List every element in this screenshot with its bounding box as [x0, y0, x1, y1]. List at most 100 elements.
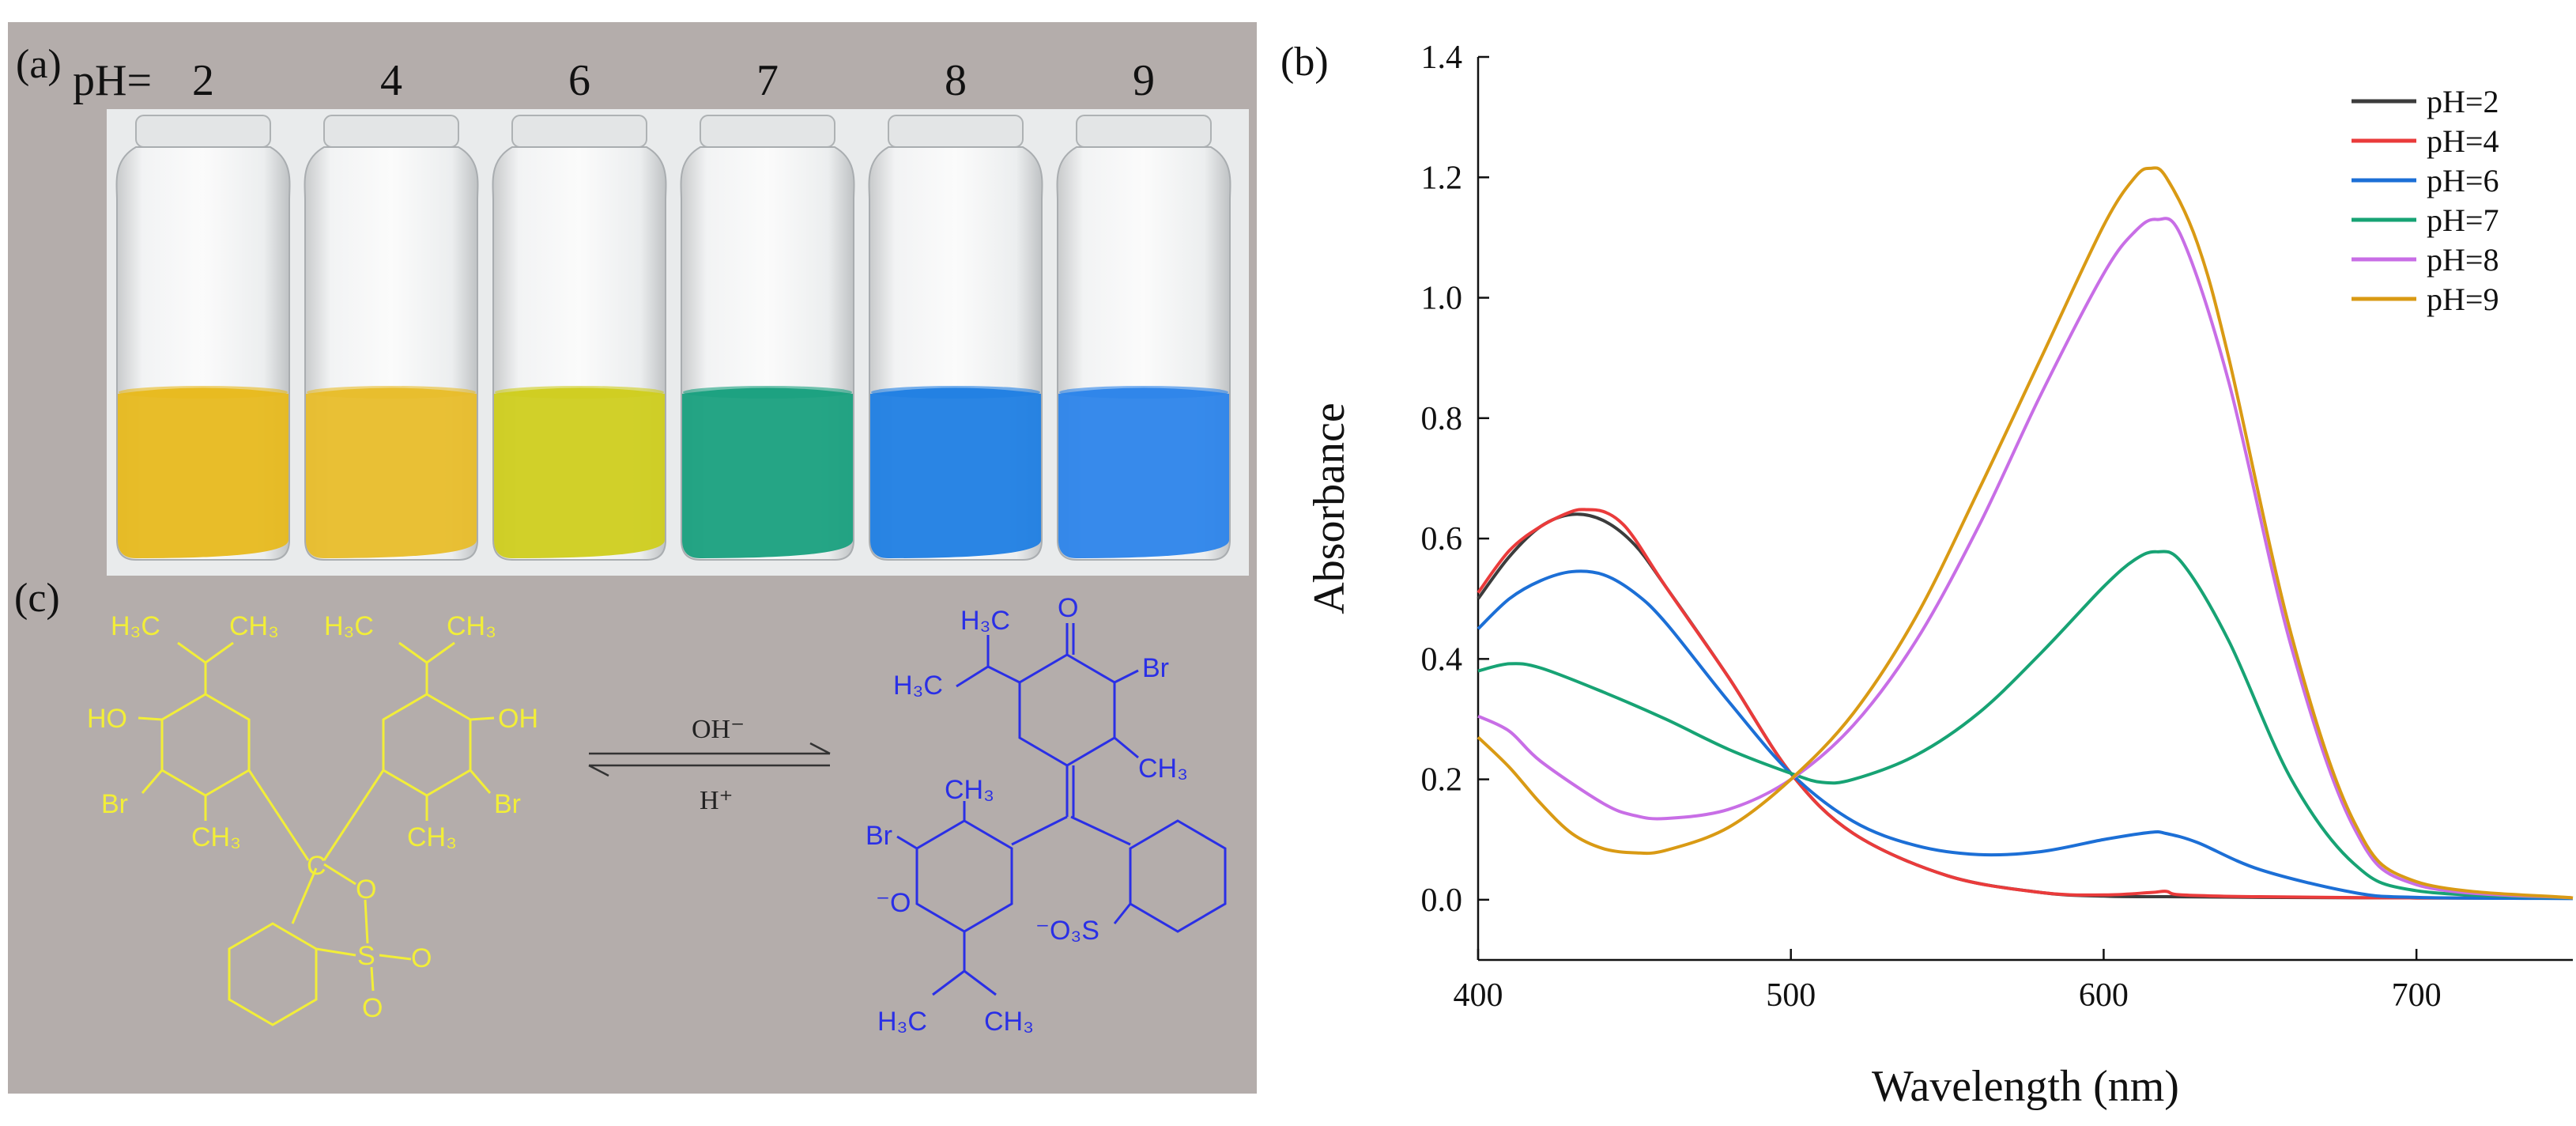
y-axis-label: Absorbance: [1305, 402, 1354, 614]
vial-solution: [306, 387, 477, 558]
base-ch3-bottom: CH₃: [984, 1007, 1034, 1037]
vial-meniscus: [119, 386, 288, 399]
y-tick-label: 0.4: [1421, 641, 1463, 678]
vial: [680, 115, 855, 561]
ph-value-label: 4: [380, 56, 402, 105]
series-line-ph-9: [1477, 166, 2574, 900]
x-tick-label: 700: [2392, 977, 2442, 1014]
legend-label: pH=8: [2427, 242, 2499, 278]
equilibrium-arrow: [588, 742, 831, 777]
series-line-ph-6: [1477, 569, 2574, 901]
ph-value-label: 8: [945, 56, 967, 105]
base-quinoid-ring: [1018, 653, 1116, 767]
acid-form-structure: [138, 641, 495, 1026]
arrow-bottom-label: H⁺: [700, 786, 734, 815]
ph-prefix-label: pH=: [73, 56, 152, 105]
acid-h3c-right: H₃C: [324, 611, 374, 641]
x-tick-label: 400: [1454, 977, 1503, 1014]
vial: [868, 115, 1043, 561]
acid-h3c-left: H₃C: [111, 611, 160, 641]
acid-form-labels: H₃C CH₃ H₃C CH₃ HO OH Br Br CH₃ CH₃ C O …: [87, 611, 538, 1023]
ph-value-label: 2: [192, 56, 214, 105]
ph-value-label: 6: [568, 56, 590, 105]
acid-ch3-right: CH₃: [447, 611, 496, 641]
base-sulfonate: ⁻O₃S: [1035, 916, 1099, 946]
vial-solution: [494, 387, 665, 558]
vial-neck: [323, 115, 459, 148]
vial-neck: [1076, 115, 1212, 148]
base-form-structure: [896, 623, 1227, 996]
vial: [304, 115, 479, 561]
left-figure: (a) pH= 2 4 6 7 8 9 (c): [14, 42, 1249, 1037]
vial-solution: [682, 387, 853, 558]
acid-sulfonyl-o1: O: [411, 943, 432, 973]
vial-neck: [700, 115, 835, 148]
arrow-top-label: OH⁻: [692, 715, 745, 744]
y-tick-label: 1.0: [1421, 281, 1463, 317]
y-tick-label: 0.6: [1421, 521, 1463, 557]
acid-br-right: Br: [494, 789, 521, 819]
base-ch3-mid: CH₃: [945, 775, 994, 805]
vial-solution: [1058, 387, 1229, 558]
vial-meniscus: [495, 386, 664, 399]
acid-ch3-left: CH₃: [229, 611, 279, 641]
acid-ring-oxygen: O: [356, 875, 376, 905]
base-phenoxide-o: ⁻O: [876, 888, 911, 918]
ph-value-label: 7: [756, 56, 779, 105]
y-tick-label: 1.2: [1421, 160, 1463, 196]
base-h3c-a: H₃C: [960, 606, 1010, 636]
vial-meniscus: [1059, 386, 1228, 399]
vial-neck: [135, 115, 271, 148]
base-phenoxide-ring: [915, 819, 1013, 933]
vial-solution: [870, 387, 1041, 558]
acid-ch3-ring-left: CH₃: [191, 822, 241, 852]
panel-c-label: (c): [14, 576, 60, 621]
series-line-ph-2: [1477, 512, 2574, 900]
y-tick-label: 0.2: [1421, 762, 1463, 799]
ph-value-label: 9: [1133, 56, 1155, 105]
y-tick-label: 0.0: [1421, 882, 1463, 919]
series-line-ph-7: [1477, 550, 2574, 900]
vial-neck: [511, 115, 647, 148]
base-br-top: Br: [1142, 653, 1169, 683]
base-benzene-ring: [1129, 819, 1227, 933]
absorbance-chart: (b) 0.0 0.2 0.4 0.6 0.8 1.0 1.2 1.4 400 500 600 700…: [1280, 40, 2574, 1111]
vial: [492, 115, 667, 561]
acid-ho-label: HO: [87, 704, 127, 734]
left-panel: (a) pH= 2 4 6 7 8 9 (c): [8, 22, 1257, 1094]
base-carbonyl-o: O: [1058, 593, 1078, 623]
acid-br-left: Br: [101, 789, 128, 819]
legend-label: pH=2: [2427, 84, 2499, 119]
legend-label: pH=6: [2427, 163, 2499, 198]
vial: [115, 115, 291, 561]
legend-label: pH=4: [2427, 123, 2499, 159]
vial-solution: [118, 387, 289, 558]
acid-central-carbon: C: [307, 851, 326, 881]
acid-sulfonyl-o2: O: [362, 993, 383, 1023]
acid-sulfur: S: [357, 941, 375, 971]
panel-a-label: (a): [16, 42, 62, 87]
acid-ch3-ring-right: CH₃: [407, 822, 457, 852]
vial-neck: [888, 115, 1024, 148]
y-tick-label: 1.4: [1421, 40, 1463, 76]
base-h3c-bottom: H₃C: [877, 1007, 927, 1037]
x-axis-label: Wavelength (nm): [1872, 1062, 2179, 1111]
series-line-ph-8: [1477, 217, 2574, 900]
legend-label: pH=9: [2427, 282, 2499, 317]
base-h3c-b: H₃C: [893, 671, 943, 701]
panel-b-label: (b): [1280, 40, 1329, 85]
vial-meniscus: [683, 386, 852, 399]
series-line-ph-4: [1477, 508, 2574, 900]
vial: [1056, 115, 1231, 561]
y-tick-label: 0.8: [1421, 401, 1463, 437]
x-tick-label: 600: [2079, 977, 2129, 1014]
acid-left-ring: [160, 693, 251, 797]
right-panel: (b) 0.0 0.2 0.4 0.6 0.8 1.0 1.2 1.4 400 500 600 700…: [1265, 0, 2576, 1122]
base-form-labels: O Br H₃C H₃C CH₃ CH₃ Br ⁻O ⁻O₃S H₃C CH₃: [866, 593, 1188, 1037]
base-br-mid: Br: [866, 821, 892, 851]
base-ch3-top: CH₃: [1138, 754, 1188, 784]
x-tick-label: 500: [1766, 977, 1816, 1014]
acid-oh-label: OH: [498, 704, 538, 734]
vial-meniscus: [307, 386, 476, 399]
vial-meniscus: [871, 386, 1040, 399]
